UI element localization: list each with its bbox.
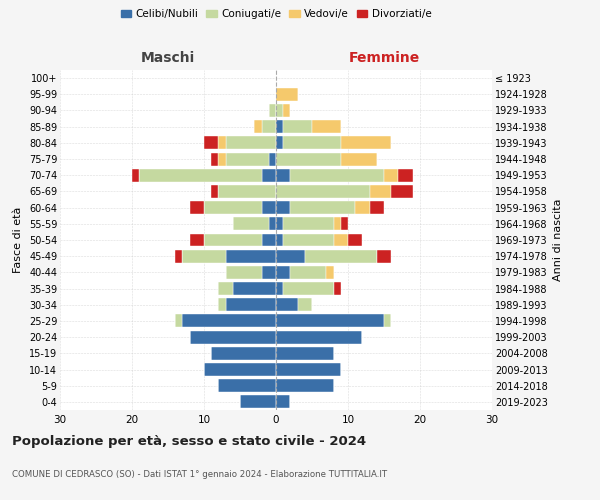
Bar — [276, 234, 283, 246]
Legend: Celibi/Nubili, Coniugati/e, Vedovi/e, Divorziati/e: Celibi/Nubili, Coniugati/e, Vedovi/e, Di… — [116, 5, 436, 24]
Bar — [276, 201, 290, 214]
Bar — [233, 282, 276, 295]
Bar — [283, 136, 341, 149]
Bar — [218, 298, 226, 311]
Bar — [384, 314, 391, 328]
Bar — [218, 152, 226, 166]
Bar — [211, 347, 276, 360]
Bar — [276, 298, 298, 311]
Bar — [262, 266, 276, 279]
Bar — [276, 250, 305, 262]
Bar — [132, 169, 139, 181]
Bar — [226, 152, 269, 166]
Bar — [226, 266, 262, 279]
Bar — [377, 250, 391, 262]
Bar — [276, 396, 290, 408]
Bar — [348, 234, 362, 246]
Bar — [276, 379, 334, 392]
Bar — [283, 218, 334, 230]
Bar — [276, 136, 283, 149]
Bar — [269, 152, 276, 166]
Bar — [398, 169, 413, 181]
Bar — [218, 282, 233, 295]
Y-axis label: Fasce di età: Fasce di età — [13, 207, 23, 273]
Bar — [226, 136, 276, 149]
Bar — [334, 234, 348, 246]
Text: COMUNE DI CEDRASCO (SO) - Dati ISTAT 1° gennaio 2024 - Elaborazione TUTTITALIA.I: COMUNE DI CEDRASCO (SO) - Dati ISTAT 1° … — [12, 470, 387, 479]
Bar — [233, 218, 269, 230]
Bar — [276, 218, 283, 230]
Y-axis label: Anni di nascita: Anni di nascita — [553, 198, 563, 281]
Text: Maschi: Maschi — [141, 51, 195, 65]
Bar — [254, 120, 262, 133]
Bar — [276, 330, 362, 344]
Bar — [305, 250, 377, 262]
Bar — [211, 152, 218, 166]
Bar — [370, 185, 391, 198]
Bar — [276, 152, 341, 166]
Bar — [370, 201, 384, 214]
Bar — [240, 396, 276, 408]
Bar — [276, 363, 341, 376]
Bar — [226, 250, 276, 262]
Bar — [190, 330, 276, 344]
Bar — [204, 234, 262, 246]
Bar — [269, 218, 276, 230]
Text: Popolazione per età, sesso e stato civile - 2024: Popolazione per età, sesso e stato civil… — [12, 435, 366, 448]
Bar — [204, 363, 276, 376]
Bar — [276, 347, 334, 360]
Bar — [283, 104, 290, 117]
Bar — [334, 282, 341, 295]
Text: Femmine: Femmine — [349, 51, 419, 65]
Bar — [218, 185, 276, 198]
Bar — [276, 282, 283, 295]
Bar — [175, 314, 182, 328]
Bar — [283, 234, 334, 246]
Bar — [182, 250, 226, 262]
Bar — [262, 201, 276, 214]
Bar — [218, 379, 276, 392]
Bar — [384, 169, 398, 181]
Bar — [391, 185, 413, 198]
Bar — [262, 234, 276, 246]
Bar — [298, 298, 312, 311]
Bar — [226, 298, 276, 311]
Bar — [326, 266, 334, 279]
Bar — [182, 314, 276, 328]
Bar — [262, 169, 276, 181]
Bar — [175, 250, 182, 262]
Bar — [211, 185, 218, 198]
Bar — [276, 185, 370, 198]
Bar — [341, 136, 391, 149]
Bar — [276, 314, 384, 328]
Bar — [290, 266, 326, 279]
Bar — [262, 120, 276, 133]
Bar — [341, 152, 377, 166]
Bar — [139, 169, 262, 181]
Bar — [341, 218, 348, 230]
Bar — [290, 201, 355, 214]
Bar — [283, 120, 312, 133]
Bar — [276, 266, 290, 279]
Bar — [276, 120, 283, 133]
Bar — [190, 201, 204, 214]
Bar — [283, 282, 334, 295]
Bar — [204, 136, 218, 149]
Bar — [276, 88, 298, 101]
Bar — [269, 104, 276, 117]
Bar — [334, 218, 341, 230]
Bar — [355, 201, 370, 214]
Bar — [312, 120, 341, 133]
Bar — [276, 169, 290, 181]
Bar — [204, 201, 262, 214]
Bar — [190, 234, 204, 246]
Bar — [290, 169, 384, 181]
Bar — [276, 104, 283, 117]
Bar — [218, 136, 226, 149]
